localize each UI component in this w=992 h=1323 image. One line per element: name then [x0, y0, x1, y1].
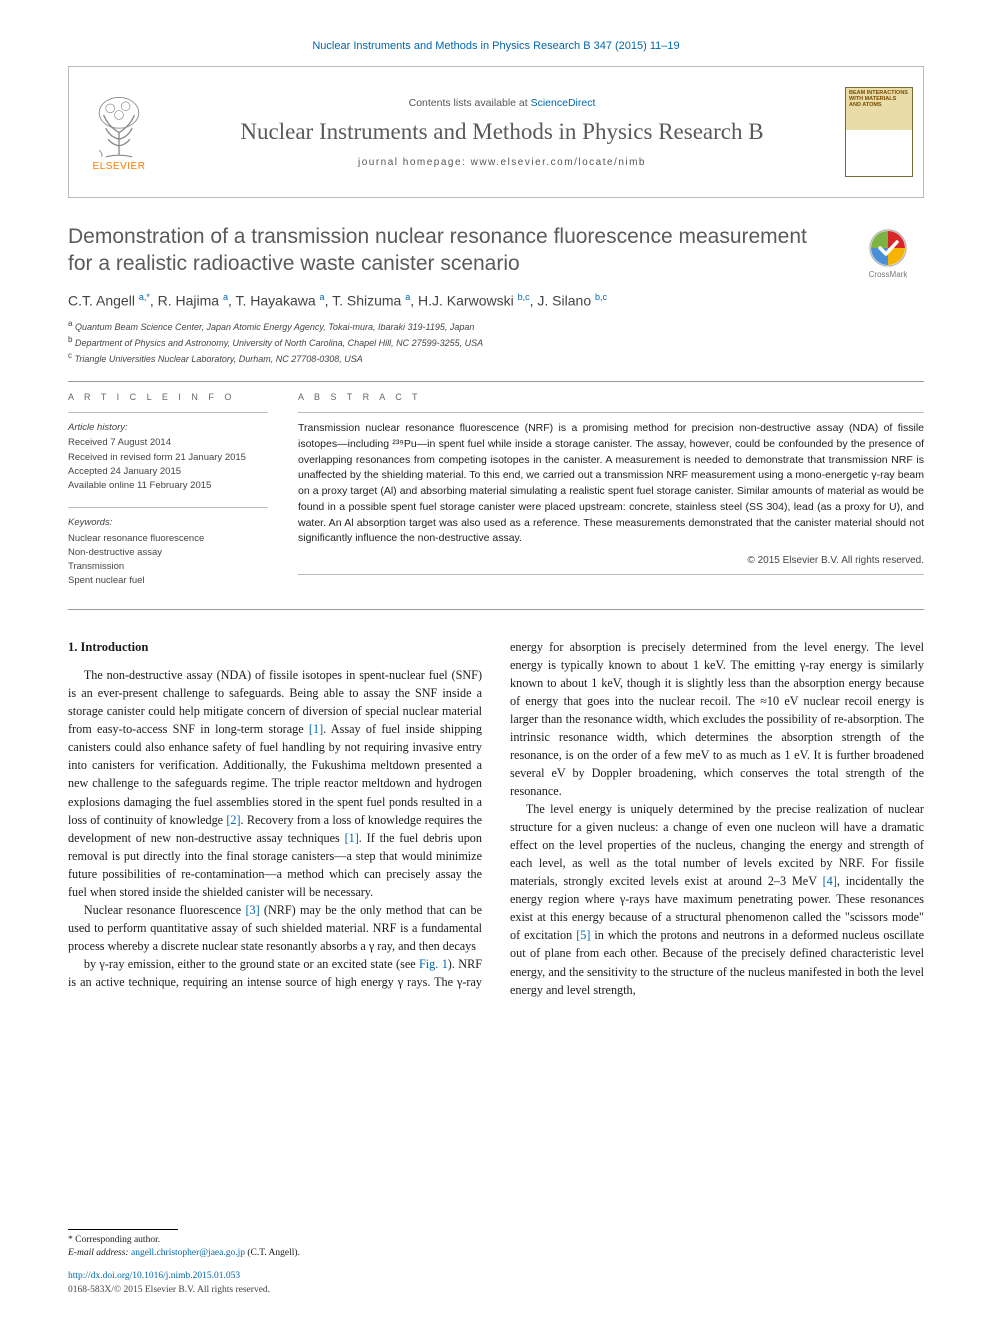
authors-line: C.T. Angell a,*, R. Hajima a, T. Hayakaw…	[68, 292, 834, 309]
journal-name: Nuclear Instruments and Methods in Physi…	[240, 119, 763, 145]
article-info-column: A R T I C L E I N F O Article history: R…	[68, 392, 268, 603]
keywords-block: Keywords: Nuclear resonance fluorescence…	[68, 516, 268, 588]
section-heading-intro: 1. Introduction	[68, 638, 482, 657]
corresponding-author-note: * Corresponding author. E-mail address: …	[68, 1234, 924, 1261]
journal-cover-thumb: BEAM INTERACTIONS WITH MATERIALS AND ATO…	[845, 87, 913, 177]
corr-author-email-line: E-mail address: angell.christopher@jaea.…	[68, 1247, 924, 1260]
abstract-text: Transmission nuclear resonance fluoresce…	[298, 421, 924, 547]
ref-link[interactable]: [1]	[345, 831, 359, 845]
divider-rule	[68, 381, 924, 382]
history-line: Received in revised form 21 January 2015	[68, 451, 268, 465]
title-block: Demonstration of a transmission nuclear …	[68, 224, 924, 365]
publisher-label: ELSEVIER	[93, 161, 146, 172]
body-paragraph: Nuclear resonance fluorescence [3] (NRF)…	[68, 901, 482, 955]
body-paragraph: The level energy is uniquely determined …	[510, 800, 924, 999]
corr-author-label: * Corresponding author.	[68, 1234, 924, 1247]
affiliation-c: c Triangle Universities Nuclear Laborato…	[68, 350, 834, 366]
affiliation-a: a Quantum Beam Science Center, Japan Ato…	[68, 318, 834, 334]
abstract-rule	[298, 412, 924, 413]
body-paragraph: The non-destructive assay (NDA) of fissi…	[68, 666, 482, 901]
info-rule	[68, 412, 268, 413]
homepage-prefix: journal homepage:	[358, 157, 471, 168]
keywords-title: Keywords:	[68, 516, 268, 530]
article-title: Demonstration of a transmission nuclear …	[68, 224, 834, 278]
info-abstract-row: A R T I C L E I N F O Article history: R…	[68, 392, 924, 603]
abstract-copyright: © 2015 Elsevier B.V. All rights reserved…	[298, 555, 924, 566]
issn-copyright: 0168-583X/© 2015 Elsevier B.V. All right…	[68, 1284, 924, 1297]
ref-link[interactable]: [4]	[823, 874, 837, 888]
body-text: 1. Introduction The non-destructive assa…	[68, 638, 924, 999]
abstract-column: A B S T R A C T Transmission nuclear res…	[298, 392, 924, 603]
journal-masthead: ELSEVIER Contents lists available at Sci…	[68, 66, 924, 198]
figure-link[interactable]: Fig. 1	[419, 957, 448, 971]
abstract-rule-bottom	[298, 574, 924, 575]
page-footer: * Corresponding author. E-mail address: …	[68, 1229, 924, 1297]
keyword: Non-destructive assay	[68, 546, 268, 560]
ref-link[interactable]: [3]	[245, 903, 259, 917]
crossmark-icon	[868, 228, 908, 268]
journal-citation-line: Nuclear Instruments and Methods in Physi…	[68, 40, 924, 52]
masthead-right: BEAM INTERACTIONS WITH MATERIALS AND ATO…	[835, 67, 923, 197]
keyword: Nuclear resonance fluorescence	[68, 532, 268, 546]
ref-link[interactable]: [2]	[226, 813, 240, 827]
article-history: Article history: Received 7 August 2014 …	[68, 421, 268, 493]
keyword: Transmission	[68, 560, 268, 574]
history-line: Accepted 24 January 2015	[68, 465, 268, 479]
affiliations: a Quantum Beam Science Center, Japan Ato…	[68, 318, 834, 365]
sciencedirect-link[interactable]: ScienceDirect	[531, 97, 596, 109]
abstract-label: A B S T R A C T	[298, 392, 924, 402]
contents-prefix: Contents lists available at	[409, 97, 531, 109]
history-title: Article history:	[68, 421, 268, 435]
affiliation-b: b Department of Physics and Astronomy, U…	[68, 334, 834, 350]
article-info-label: A R T I C L E I N F O	[68, 392, 268, 402]
history-line: Available online 11 February 2015	[68, 479, 268, 493]
corr-email-author: (C.T. Angell).	[247, 1248, 300, 1258]
info-rule	[68, 507, 268, 508]
history-line: Received 7 August 2014	[68, 436, 268, 450]
corr-email[interactable]: angell.christopher@jaea.go.jp	[131, 1248, 245, 1258]
masthead-center: Contents lists available at ScienceDirec…	[169, 67, 835, 197]
ref-link[interactable]: [1]	[309, 722, 323, 736]
keyword: Spent nuclear fuel	[68, 574, 268, 588]
doi-block: http://dx.doi.org/10.1016/j.nimb.2015.01…	[68, 1270, 924, 1297]
journal-homepage-line: journal homepage: www.elsevier.com/locat…	[358, 157, 646, 168]
doi-link[interactable]: http://dx.doi.org/10.1016/j.nimb.2015.01…	[68, 1270, 924, 1283]
homepage-url[interactable]: www.elsevier.com/locate/nimb	[471, 157, 646, 168]
crossmark-badge[interactable]: CrossMark	[852, 228, 924, 279]
contents-available-line: Contents lists available at ScienceDirec…	[409, 97, 596, 109]
email-label: E-mail address:	[68, 1248, 129, 1258]
publisher-block: ELSEVIER	[69, 67, 169, 197]
ref-link[interactable]: [5]	[576, 928, 590, 942]
elsevier-tree-icon	[86, 93, 152, 159]
divider-rule	[68, 609, 924, 610]
crossmark-label: CrossMark	[869, 270, 908, 279]
footnote-rule	[68, 1229, 178, 1230]
